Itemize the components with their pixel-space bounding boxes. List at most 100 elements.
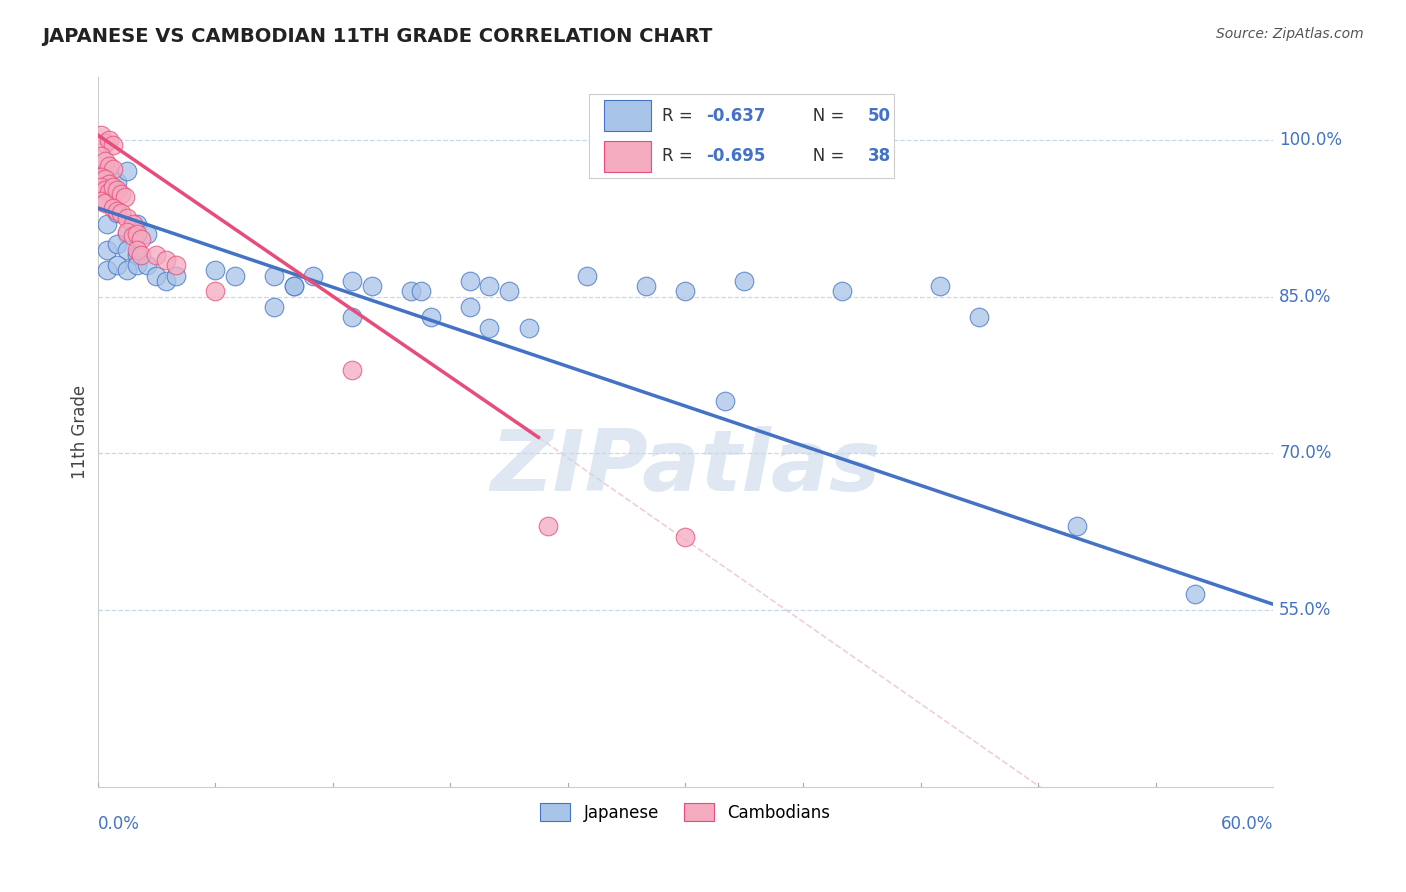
FancyBboxPatch shape xyxy=(605,141,651,172)
Point xyxy=(129,232,152,246)
Text: R =: R = xyxy=(662,147,697,165)
Point xyxy=(263,300,285,314)
Point xyxy=(115,164,138,178)
Point xyxy=(94,171,117,186)
Point xyxy=(103,138,125,153)
Point xyxy=(98,177,121,191)
Point xyxy=(399,285,422,299)
Y-axis label: 11th Grade: 11th Grade xyxy=(72,385,89,479)
Point xyxy=(115,225,138,239)
Text: 100.0%: 100.0% xyxy=(1279,131,1343,149)
Point xyxy=(90,194,112,208)
Point xyxy=(114,190,136,204)
Point xyxy=(458,300,481,314)
Point xyxy=(125,217,148,231)
Point xyxy=(90,128,112,142)
Point xyxy=(165,268,187,283)
Point xyxy=(94,183,117,197)
Point xyxy=(94,136,117,151)
Text: N =: N = xyxy=(797,106,849,125)
FancyBboxPatch shape xyxy=(589,94,894,178)
Point xyxy=(105,237,128,252)
Text: -0.637: -0.637 xyxy=(707,106,766,125)
Point xyxy=(478,279,501,293)
Point xyxy=(342,310,364,325)
Text: R =: R = xyxy=(662,106,697,125)
Text: ZIPatlas: ZIPatlas xyxy=(491,426,880,509)
Point xyxy=(517,321,540,335)
Point xyxy=(115,243,138,257)
Point xyxy=(831,285,853,299)
Point xyxy=(103,201,125,215)
Point xyxy=(713,393,735,408)
Point xyxy=(103,162,125,177)
Point xyxy=(125,243,148,257)
Point xyxy=(121,217,143,231)
Text: 38: 38 xyxy=(868,147,891,165)
Point xyxy=(115,211,138,226)
Point xyxy=(419,310,441,325)
Point xyxy=(263,268,285,283)
Point xyxy=(125,227,148,241)
Point xyxy=(125,258,148,272)
Point xyxy=(145,248,167,262)
Point xyxy=(576,268,599,283)
Point xyxy=(94,195,117,210)
Point xyxy=(125,248,148,262)
Point xyxy=(98,159,121,173)
Point xyxy=(90,169,112,184)
Point xyxy=(105,204,128,219)
Point xyxy=(90,180,112,194)
Point xyxy=(155,274,177,288)
Text: 50: 50 xyxy=(868,106,891,125)
Point xyxy=(283,279,305,293)
Point xyxy=(204,263,226,277)
Point xyxy=(478,321,501,335)
Text: JAPANESE VS CAMBODIAN 11TH GRADE CORRELATION CHART: JAPANESE VS CAMBODIAN 11TH GRADE CORRELA… xyxy=(42,27,713,45)
Text: 55.0%: 55.0% xyxy=(1279,600,1331,618)
Point xyxy=(1066,519,1088,533)
Point xyxy=(105,258,128,272)
Point xyxy=(98,185,121,199)
Point xyxy=(409,285,432,299)
Text: -0.695: -0.695 xyxy=(707,147,766,165)
Point xyxy=(283,279,305,293)
Point xyxy=(342,362,364,376)
Point xyxy=(155,253,177,268)
Point xyxy=(129,248,152,262)
Point xyxy=(929,279,952,293)
Point xyxy=(342,274,364,288)
Point xyxy=(165,258,187,272)
Legend: Japanese, Cambodians: Japanese, Cambodians xyxy=(534,797,837,829)
Text: 85.0%: 85.0% xyxy=(1279,287,1331,306)
Point xyxy=(110,187,132,202)
Text: 60.0%: 60.0% xyxy=(1220,815,1274,833)
Text: 0.0%: 0.0% xyxy=(97,815,139,833)
Point xyxy=(135,258,157,272)
Point xyxy=(302,268,325,283)
Point xyxy=(103,180,125,194)
Text: Source: ZipAtlas.com: Source: ZipAtlas.com xyxy=(1216,27,1364,41)
Point xyxy=(135,227,157,241)
Point xyxy=(969,310,991,325)
Point xyxy=(90,149,112,163)
Point xyxy=(115,263,138,277)
Text: N =: N = xyxy=(797,147,849,165)
Point xyxy=(675,529,697,543)
Point xyxy=(121,229,143,244)
Point xyxy=(458,274,481,288)
Point xyxy=(105,175,128,189)
Point xyxy=(145,268,167,283)
Point xyxy=(105,183,128,197)
Point xyxy=(94,153,117,168)
FancyBboxPatch shape xyxy=(605,100,651,131)
Point xyxy=(96,263,118,277)
Text: 70.0%: 70.0% xyxy=(1279,444,1331,462)
Point xyxy=(1184,587,1206,601)
Point xyxy=(224,268,246,283)
Point xyxy=(110,206,132,220)
Point xyxy=(204,285,226,299)
Point xyxy=(498,285,520,299)
Point xyxy=(96,164,118,178)
Point xyxy=(537,519,560,533)
